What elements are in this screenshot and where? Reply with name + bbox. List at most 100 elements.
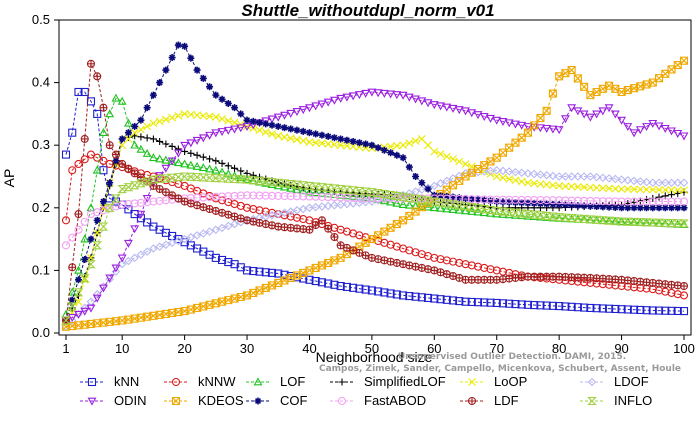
data-point bbox=[630, 305, 639, 314]
data-point bbox=[256, 119, 264, 127]
legend-marker bbox=[467, 396, 477, 406]
data-point bbox=[616, 217, 627, 226]
data-point bbox=[186, 232, 196, 242]
data-point bbox=[304, 181, 315, 190]
data-point bbox=[580, 183, 589, 192]
data-point bbox=[380, 146, 388, 154]
data-point bbox=[130, 253, 139, 263]
data-point bbox=[436, 102, 445, 111]
data-point bbox=[274, 269, 283, 278]
data-point bbox=[205, 112, 214, 121]
data-point bbox=[224, 99, 232, 107]
data-point bbox=[486, 265, 495, 274]
data-point bbox=[642, 123, 651, 132]
data-point bbox=[523, 123, 533, 132]
data-point bbox=[598, 216, 608, 225]
data-point bbox=[292, 192, 302, 201]
data-point bbox=[136, 144, 146, 153]
series-kdeos bbox=[61, 56, 689, 331]
data-point bbox=[530, 121, 539, 130]
data-point bbox=[680, 204, 688, 212]
data-point bbox=[193, 151, 201, 159]
data-point bbox=[74, 276, 82, 284]
data-point bbox=[362, 140, 370, 148]
data-point bbox=[360, 187, 371, 196]
data-point bbox=[679, 132, 689, 141]
data-point bbox=[573, 303, 582, 312]
data-point bbox=[668, 191, 676, 199]
data-point bbox=[399, 141, 407, 150]
data-point bbox=[417, 293, 426, 302]
data-point bbox=[467, 195, 476, 204]
data-point bbox=[323, 98, 333, 107]
data-point bbox=[348, 92, 358, 101]
data-point bbox=[311, 276, 320, 286]
data-point bbox=[255, 267, 264, 276]
data-point bbox=[342, 199, 352, 209]
data-point bbox=[636, 305, 645, 315]
data-point bbox=[323, 183, 334, 192]
data-point bbox=[361, 193, 371, 202]
data-point bbox=[667, 178, 676, 188]
data-point bbox=[186, 110, 195, 119]
data-point bbox=[505, 299, 514, 308]
legend-label: LDOF bbox=[614, 374, 649, 389]
data-point bbox=[249, 266, 258, 276]
data-point bbox=[154, 174, 165, 184]
data-point bbox=[118, 200, 127, 209]
data-point bbox=[349, 283, 358, 292]
data-point bbox=[261, 207, 270, 216]
data-point bbox=[349, 137, 357, 145]
data-point bbox=[561, 196, 570, 205]
data-point bbox=[162, 66, 170, 74]
y-tick-label: 0.5 bbox=[32, 12, 50, 27]
data-point bbox=[273, 181, 283, 190]
data-point bbox=[535, 124, 545, 133]
data-point bbox=[361, 89, 371, 98]
data-point bbox=[242, 203, 252, 212]
data-point bbox=[649, 204, 657, 212]
data-point bbox=[237, 167, 245, 175]
data-point bbox=[74, 159, 83, 169]
data-point bbox=[223, 126, 233, 135]
data-point bbox=[192, 173, 202, 182]
data-point bbox=[324, 193, 333, 202]
data-point bbox=[598, 184, 607, 192]
data-point bbox=[74, 225, 83, 234]
series-inflo bbox=[61, 172, 689, 325]
data-point bbox=[679, 291, 689, 300]
data-point bbox=[461, 160, 470, 168]
data-point bbox=[460, 202, 471, 211]
data-point bbox=[448, 104, 458, 113]
data-point bbox=[130, 128, 139, 137]
data-point bbox=[429, 101, 439, 110]
data-point bbox=[86, 59, 96, 68]
data-point bbox=[105, 274, 115, 283]
data-point bbox=[592, 196, 601, 206]
data-point bbox=[180, 159, 190, 168]
data-point bbox=[672, 219, 683, 228]
legend-label: ODIN bbox=[114, 393, 147, 408]
data-point bbox=[205, 164, 215, 173]
data-point bbox=[517, 121, 527, 130]
data-point bbox=[249, 191, 258, 200]
data-point bbox=[212, 157, 220, 165]
data-point bbox=[330, 134, 338, 142]
data-point bbox=[310, 182, 321, 191]
data-point bbox=[286, 134, 295, 143]
data-point bbox=[580, 202, 588, 210]
data-point bbox=[324, 140, 333, 148]
data-point bbox=[530, 179, 539, 188]
data-point bbox=[81, 255, 89, 263]
data-point bbox=[680, 186, 688, 195]
data-point bbox=[80, 134, 89, 143]
data-point bbox=[68, 128, 77, 137]
data-point bbox=[655, 204, 663, 212]
data-point bbox=[298, 181, 309, 190]
data-point bbox=[280, 133, 289, 141]
data-point bbox=[424, 293, 433, 302]
data-point bbox=[586, 183, 595, 192]
data-point bbox=[211, 113, 220, 121]
data-point bbox=[205, 131, 215, 140]
